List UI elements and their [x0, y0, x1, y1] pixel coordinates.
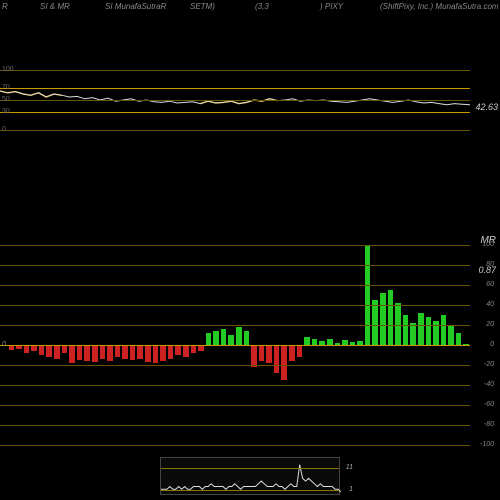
mr-bar: [137, 345, 143, 359]
mr-bar: [145, 345, 151, 362]
mr-grid-line: [0, 425, 470, 426]
mr-axis-label-right: -40: [484, 381, 494, 388]
rsi-axis-label: 50: [2, 96, 10, 103]
mr-axis-label-right: 80: [486, 261, 494, 268]
mr-bar: [297, 345, 303, 357]
mini-chart-panel: 111: [160, 457, 340, 495]
mr-axis-label-right: 20: [486, 321, 494, 328]
mr-bar: [426, 317, 432, 345]
mr-axis-label-right: 100: [482, 241, 494, 248]
mr-grid-line: [0, 285, 470, 286]
mr-bar: [100, 345, 106, 359]
mr-bar: [244, 331, 250, 345]
header-item: (ShiftPixy, Inc.) MunafaSutra.com: [380, 2, 499, 11]
mr-grid-line: [0, 325, 470, 326]
mr-bar: [418, 313, 424, 345]
rsi-chart-panel: 42.63 1007050300: [0, 70, 470, 130]
mr-bar: [448, 325, 454, 345]
mini-grid-line: [161, 490, 339, 491]
mr-bar: [175, 345, 181, 355]
mini-axis-label: 1: [349, 486, 353, 493]
header-item: (3,3: [255, 2, 269, 11]
mr-axis-label-right: -100: [480, 441, 494, 448]
mr-bar: [380, 293, 386, 345]
mr-axis-label-right: -80: [484, 421, 494, 428]
header-item: SI MunafaSutraR: [105, 2, 166, 11]
mr-bar: [46, 345, 52, 357]
mr-bar: [289, 345, 295, 361]
mr-bar: [107, 345, 113, 361]
header-item: SETM): [190, 2, 215, 11]
mr-axis-label-right: -20: [484, 361, 494, 368]
mr-bar: [213, 331, 219, 345]
rsi-axis-label: 100: [2, 66, 14, 73]
mr-bar: [274, 345, 280, 373]
mr-bar: [456, 333, 462, 345]
mr-grid-line: [0, 305, 470, 306]
mr-bar: [115, 345, 121, 357]
mr-bar: [228, 335, 234, 345]
mr-bar: [395, 303, 401, 345]
header-item: SI & MR: [40, 2, 70, 11]
mr-bar: [183, 345, 189, 357]
mr-bar: [191, 345, 197, 353]
rsi-grid-line: [0, 70, 470, 71]
header-item: R: [2, 2, 8, 11]
mr-bar: [54, 345, 60, 359]
mr-bar: [304, 337, 310, 345]
mr-bar: [441, 315, 447, 345]
mr-bar: [77, 345, 83, 360]
mr-axis-label-right: 0: [490, 341, 494, 348]
mr-grid-line: [0, 365, 470, 366]
mr-grid-line: [0, 385, 470, 386]
mr-bar: [160, 345, 166, 361]
rsi-axis-label: 0: [2, 126, 6, 133]
mr-axis-label-right: 60: [486, 281, 494, 288]
mr-grid-line: [0, 345, 470, 346]
mr-bar: [410, 323, 416, 345]
mr-bar: [365, 245, 371, 345]
rsi-grid-line: [0, 100, 470, 101]
mr-axis-label-right: -60: [484, 401, 494, 408]
mr-bar: [69, 345, 75, 363]
mini-axis-label: 11: [346, 464, 353, 471]
header-labels: R SI & MR SI MunafaSutraR SETM) (3,3 ) PIXY (S…: [0, 2, 500, 16]
mr-chart-panel: MR 0.87 100806040200-20-40-60-80-1000: [0, 245, 470, 445]
rsi-grid-line: [0, 88, 470, 89]
rsi-value-label: 42.63: [475, 102, 498, 112]
rsi-grid-line: [0, 130, 470, 131]
mr-bar: [153, 345, 159, 363]
mr-bar: [403, 315, 409, 345]
mr-bar: [388, 290, 394, 345]
mr-bar: [221, 329, 227, 345]
mr-bar: [266, 345, 272, 363]
rsi-axis-label: 30: [2, 108, 10, 115]
header-item: ) PIXY: [320, 2, 343, 11]
mr-bar: [281, 345, 287, 380]
mr-bar: [62, 345, 68, 353]
mr-bar: [84, 345, 90, 361]
rsi-axis-label: 70: [2, 84, 10, 91]
mr-bar: [168, 345, 174, 359]
mr-axis-label-left: 0: [2, 341, 6, 348]
mr-axis-label-right: 40: [486, 301, 494, 308]
mr-bar: [39, 345, 45, 355]
mr-bar: [92, 345, 98, 362]
mr-grid-line: [0, 265, 470, 266]
mr-bar: [122, 345, 128, 359]
mr-bar: [372, 300, 378, 345]
mr-grid-line: [0, 245, 470, 246]
mr-bar: [206, 333, 212, 345]
mini-grid-line: [161, 468, 339, 469]
rsi-grid-line: [0, 112, 470, 113]
mr-bar: [251, 345, 257, 367]
mr-grid-line: [0, 405, 470, 406]
mr-bar: [24, 345, 30, 353]
mr-bar: [259, 345, 265, 361]
mr-grid-line: [0, 445, 470, 446]
mr-bar: [130, 345, 136, 360]
mr-bar: [236, 327, 242, 345]
